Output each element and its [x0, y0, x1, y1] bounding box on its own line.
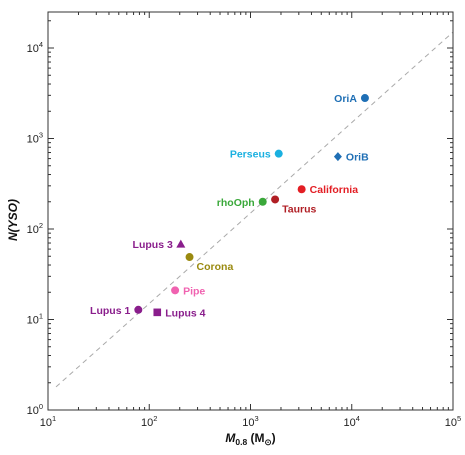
data-point-lupus-3 [176, 239, 186, 248]
y-tick-label-base: 10 [27, 224, 39, 236]
point-label-orib: OriB [346, 152, 369, 164]
point-label-perseus: Perseus [230, 149, 271, 161]
y-axis-title: N(YSO) [6, 199, 20, 241]
x-tick-label: 104 [344, 414, 360, 429]
data-points-layer [134, 94, 369, 317]
x-tick-label-base: 10 [141, 417, 153, 429]
data-point-oria [360, 94, 369, 103]
point-label-pipe: Pipe [183, 285, 205, 297]
x-tick-label-exponent: 5 [457, 414, 461, 423]
x-tick-label-exponent: 4 [356, 414, 360, 423]
y-tick-label-exponent: 2 [39, 221, 43, 230]
data-point-orib [333, 152, 342, 162]
x-axis-title-unit-open: (M [247, 431, 264, 445]
x-tick-label-exponent: 2 [153, 414, 157, 423]
point-label-rhooph: rhoOph [217, 197, 255, 209]
y-tick-label-base: 10 [27, 315, 39, 327]
y-tick-label-exponent: 1 [39, 312, 43, 321]
point-label-oria: OriA [334, 93, 357, 105]
x-axis-title-subscript: 0.8 [235, 437, 247, 447]
x-tick-label: 103 [242, 414, 258, 429]
data-point-lupus-1 [134, 305, 143, 314]
point-label-corona: Corona [197, 261, 234, 273]
y-tick-label-exponent: 0 [39, 402, 43, 411]
y-tick-label: 102 [27, 221, 43, 236]
plot-frame [47, 11, 454, 411]
point-labels-layer: OriA OriB Perseus California Taurus rhoOph Lup… [90, 93, 369, 319]
data-point-california [297, 185, 306, 194]
y-tick-label: 100 [27, 402, 43, 417]
x-axis-title-main: M [225, 431, 236, 445]
x-tick-label: 102 [141, 414, 157, 429]
x-axis-title-unit-symbol: ⊙ [265, 437, 272, 447]
point-label-lupus-1: Lupus 1 [90, 305, 130, 317]
data-point-rhooph [258, 197, 267, 206]
y-tick-label-base: 10 [27, 134, 39, 146]
x-tick-label: 105 [445, 414, 461, 429]
data-point-corona [185, 253, 194, 262]
point-label-lupus-4: Lupus 4 [165, 307, 205, 319]
x-tick-label-base: 10 [40, 417, 52, 429]
x-tick-label-base: 10 [344, 417, 356, 429]
data-point-taurus [271, 195, 280, 204]
x-tick-label-exponent: 3 [255, 414, 259, 423]
data-point-perseus [274, 149, 283, 158]
reference-line [55, 31, 454, 388]
x-axis-title: M0.8 (M⊙) [225, 431, 275, 447]
data-point-pipe [171, 286, 180, 295]
x-axis-title-unit-close: ) [272, 431, 276, 445]
point-label-lupus-3: Lupus 3 [133, 239, 173, 251]
y-tick-label-exponent: 3 [39, 131, 43, 140]
x-tick-label: 101 [40, 414, 56, 429]
y-tick-label: 101 [27, 312, 43, 327]
x-tick-label-exponent: 1 [52, 414, 56, 423]
y-tick-label: 104 [27, 40, 43, 55]
y-tick-label-base: 10 [27, 405, 39, 417]
y-tick-label: 103 [27, 131, 43, 146]
data-point-lupus-4 [153, 308, 162, 317]
point-label-taurus: Taurus [282, 203, 316, 215]
x-tick-label-base: 10 [445, 417, 457, 429]
y-tick-label-exponent: 4 [39, 40, 43, 49]
reference-line-layer [55, 31, 454, 388]
x-tick-label-base: 10 [242, 417, 254, 429]
y-tick-label-base: 10 [27, 43, 39, 55]
point-label-california: California [310, 184, 359, 196]
